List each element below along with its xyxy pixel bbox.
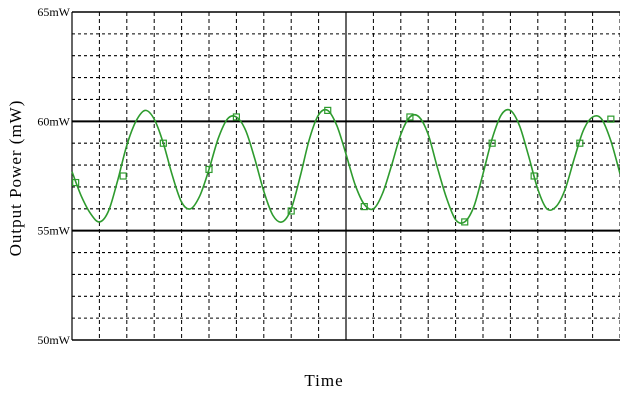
series-marker [287, 207, 295, 215]
series-marker [360, 203, 368, 211]
series-marker [232, 113, 240, 121]
y-tick-label: 50mW [37, 333, 70, 347]
grid [71, 11, 620, 341]
series-marker [607, 115, 615, 123]
series-marker [72, 178, 80, 187]
series-marker [159, 139, 167, 147]
y-tick-label: 60mW [37, 114, 70, 128]
y-tick-label: 55mW [37, 224, 70, 238]
y-axis-label: Output Power (mW) [6, 100, 25, 257]
series-markers [72, 106, 615, 226]
series-marker [205, 165, 213, 174]
series-line [71, 108, 620, 225]
x-axis-label: Time [304, 371, 343, 390]
y-tick-label: 65mW [37, 5, 70, 19]
series-marker [406, 113, 414, 121]
series-marker [119, 172, 127, 180]
y-tick-labels: 65mW 60mW 55mW 50mW [37, 5, 70, 347]
series-marker [461, 218, 469, 226]
series-marker [324, 106, 332, 115]
series-marker [530, 172, 538, 180]
series-marker [576, 139, 584, 147]
series-marker [488, 139, 496, 147]
